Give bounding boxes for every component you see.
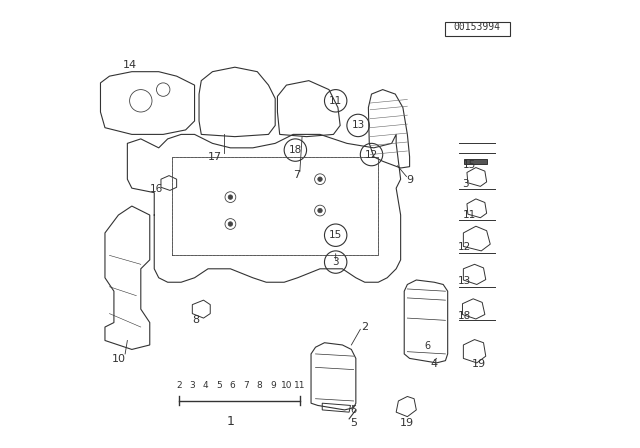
Text: 12: 12 [365, 150, 378, 159]
Text: 19: 19 [400, 418, 415, 428]
Text: 18: 18 [458, 311, 471, 321]
Text: 13: 13 [351, 121, 365, 130]
Text: 2: 2 [176, 381, 182, 390]
Text: 15: 15 [463, 160, 476, 170]
Text: 7: 7 [293, 170, 300, 180]
Text: 7: 7 [243, 381, 249, 390]
Text: 2: 2 [361, 322, 369, 332]
Circle shape [228, 222, 233, 226]
Text: 12: 12 [458, 242, 471, 252]
Text: 8: 8 [257, 381, 262, 390]
Text: 10: 10 [281, 381, 292, 390]
Text: 5: 5 [216, 381, 222, 390]
Circle shape [317, 177, 323, 181]
Polygon shape [464, 159, 486, 164]
Bar [445, 22, 511, 36]
Text: 9: 9 [270, 381, 276, 390]
Text: 3: 3 [463, 179, 469, 189]
Text: 18: 18 [289, 145, 302, 155]
Text: 1: 1 [227, 414, 234, 428]
Circle shape [228, 195, 233, 199]
Text: 13: 13 [458, 276, 471, 286]
Text: 19: 19 [472, 359, 486, 369]
Text: 14: 14 [122, 60, 137, 70]
Text: 6: 6 [230, 381, 236, 390]
Text: 16: 16 [150, 184, 163, 194]
Text: 9: 9 [406, 175, 413, 185]
Text: 8: 8 [192, 315, 199, 325]
Text: 15: 15 [329, 230, 342, 240]
Text: 3: 3 [189, 381, 195, 390]
Text: 11: 11 [329, 96, 342, 106]
Text: 4: 4 [203, 381, 209, 390]
Text: 17: 17 [207, 152, 222, 162]
Circle shape [317, 208, 323, 213]
Text: 3: 3 [332, 257, 339, 267]
Text: 11: 11 [463, 210, 476, 220]
Text: 11: 11 [294, 381, 305, 390]
Text: 00153994: 00153994 [453, 22, 500, 32]
Text: 6: 6 [424, 341, 431, 351]
Text: 10: 10 [112, 354, 126, 364]
Text: 4: 4 [431, 359, 438, 369]
Text: 6: 6 [351, 405, 356, 415]
Text: 5: 5 [350, 418, 357, 428]
